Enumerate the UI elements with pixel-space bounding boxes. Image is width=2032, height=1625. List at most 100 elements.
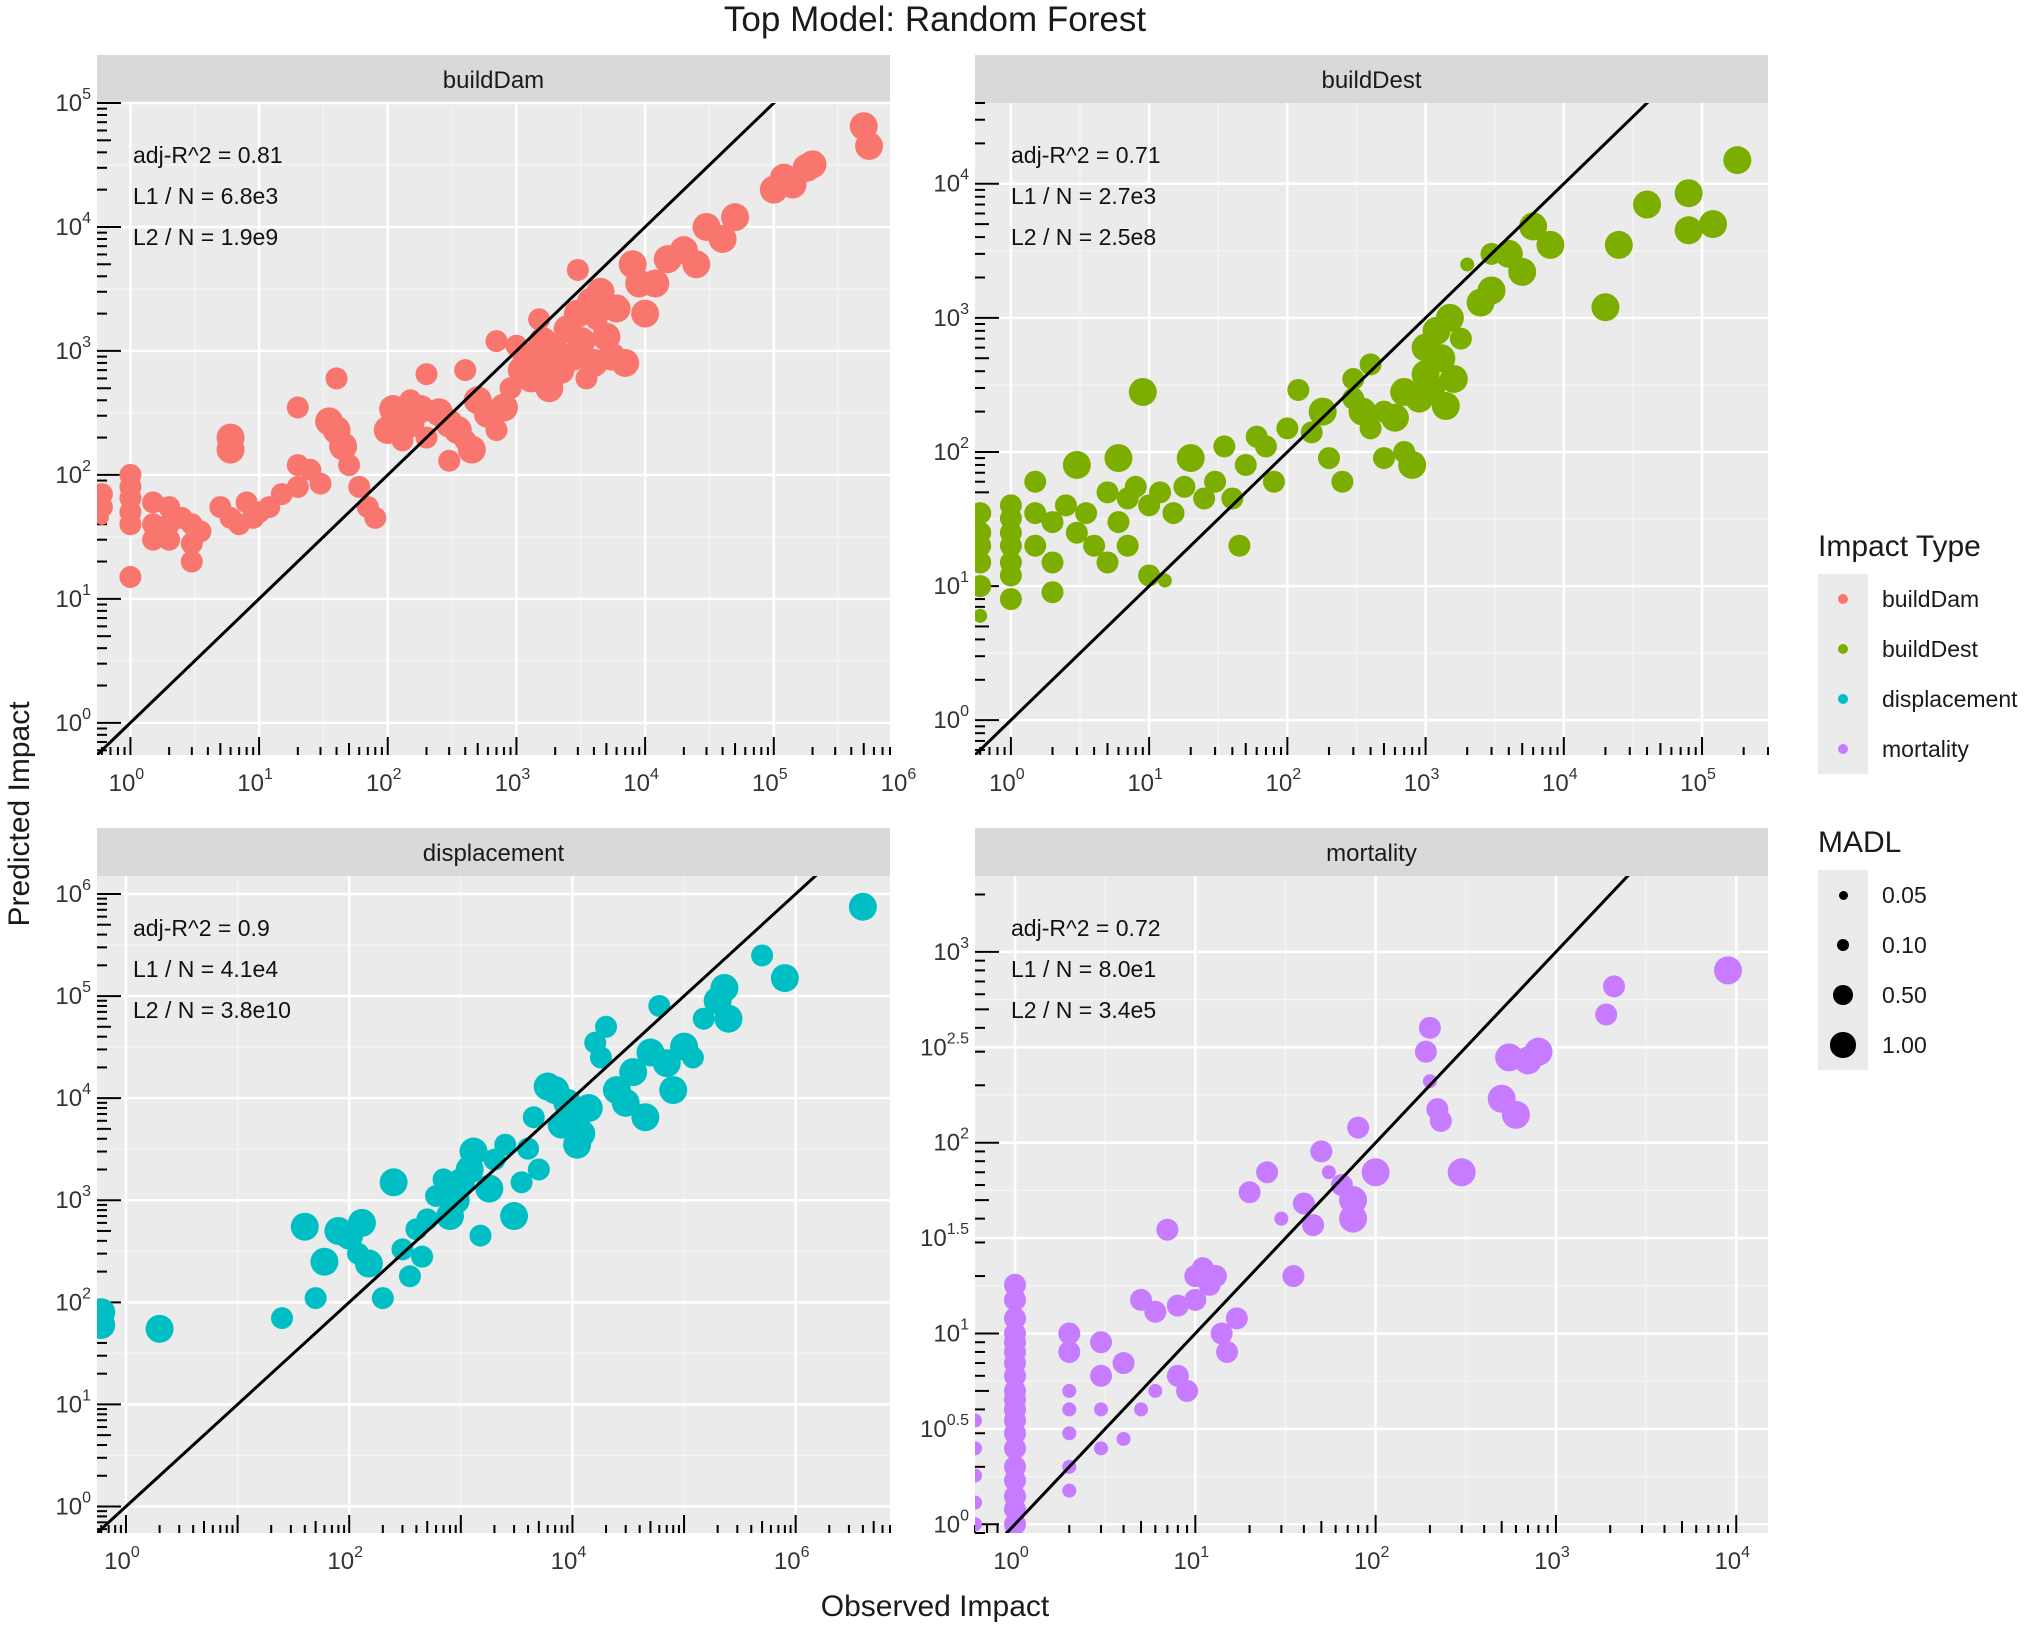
legend-key: [1818, 920, 1868, 970]
tick-exponent: 3: [1430, 766, 1439, 783]
data-point: [1501, 1100, 1530, 1129]
y-tick-label: 101: [933, 1316, 969, 1347]
data-point: [1041, 581, 1064, 604]
y-tick-label: 101: [933, 569, 969, 600]
data-point: [475, 1174, 504, 1203]
data-point: [411, 1245, 434, 1268]
data-point: [1128, 377, 1157, 406]
data-point: [1287, 378, 1310, 401]
size-legend-label: 1.00: [1882, 1031, 1927, 1058]
tick-exponent: 2: [82, 1285, 91, 1302]
tick-exponent: 3: [960, 935, 969, 952]
data-point: [975, 1495, 982, 1510]
y-tick-label: 102: [55, 458, 91, 489]
tick-exponent: 0.5: [947, 1412, 969, 1429]
data-point: [309, 472, 332, 495]
tick-base: 10: [933, 573, 960, 600]
data-point: [1674, 179, 1703, 208]
data-point: [1221, 487, 1244, 510]
data-point: [1524, 1037, 1553, 1066]
x-tick-label: 102: [327, 1544, 363, 1575]
data-point: [631, 299, 660, 328]
data-point: [216, 435, 245, 464]
data-point: [290, 1212, 319, 1241]
data-point: [975, 534, 992, 557]
data-point: [1508, 257, 1537, 286]
x-tick-label: 100: [104, 1544, 140, 1575]
data-point: [329, 432, 358, 461]
tick-exponent: 0: [82, 1489, 91, 1506]
legend-color-swatch: [1838, 644, 1848, 654]
data-point: [721, 203, 750, 232]
data-point: [485, 419, 508, 442]
data-point: [364, 506, 387, 529]
fit-annotation: adj-R^2 = 0.72: [1011, 915, 1161, 941]
data-point: [1104, 444, 1133, 473]
x-log-ticks: [100, 737, 891, 755]
panel-background: [97, 876, 890, 1533]
data-point: [1347, 1116, 1370, 1139]
data-point: [438, 449, 461, 472]
tick-base: 10: [933, 1320, 960, 1347]
tick-exponent: 6: [801, 1544, 810, 1561]
x-tick-label: 106: [881, 766, 917, 797]
data-point: [1075, 502, 1098, 525]
data-point: [631, 1103, 660, 1132]
y-axis-label: Predicted Impact: [3, 701, 36, 927]
size-legend-title: MADL: [1818, 826, 1902, 859]
color-legend-item: buildDest: [1818, 624, 2028, 674]
reference-line: [97, 103, 776, 755]
data-point: [399, 389, 422, 412]
data-point: [975, 1441, 982, 1456]
panel-background: [975, 876, 1768, 1533]
x-tick-label: 102: [1266, 766, 1302, 797]
x-tick-label: 105: [752, 766, 788, 797]
data-point: [1308, 397, 1337, 426]
reference-line: [97, 876, 818, 1533]
data-point: [855, 131, 884, 160]
data-point: [1361, 1158, 1390, 1187]
data-point: [574, 1094, 603, 1123]
x-tick-label: 103: [495, 766, 531, 797]
tick-exponent: 1: [960, 569, 969, 586]
data-layer: [975, 103, 1752, 755]
data-point: [1256, 1161, 1279, 1184]
data-point: [1176, 1379, 1199, 1402]
x-log-ticks: [100, 1515, 891, 1533]
data-point: [1058, 1322, 1081, 1345]
fit-annotation: L2 / N = 3.4e5: [1011, 997, 1156, 1023]
tick-exponent: 3: [82, 334, 91, 351]
data-point: [1698, 210, 1727, 239]
data-point: [714, 1004, 743, 1033]
data-point: [1041, 551, 1064, 574]
color-legend-item: mortality: [1818, 724, 2028, 774]
data-point: [848, 892, 877, 921]
data-point: [416, 1208, 439, 1231]
data-point: [354, 1249, 383, 1278]
x-tick-label: 104: [1714, 1544, 1750, 1575]
data-point: [975, 575, 992, 598]
data-point: [1157, 573, 1172, 588]
y-tick-label: 101: [55, 582, 91, 613]
data-point: [1024, 534, 1047, 557]
data-point: [527, 1158, 550, 1181]
data-point: [710, 973, 739, 1002]
tick-exponent: 0: [1020, 1544, 1029, 1561]
data-point: [619, 1058, 648, 1087]
tick-exponent: 2: [82, 458, 91, 475]
data-point: [1134, 1402, 1149, 1417]
x-tick-label: 101: [1127, 766, 1163, 797]
data-point: [1460, 257, 1475, 272]
tick-base: 10: [366, 770, 393, 797]
data-point: [459, 1137, 488, 1166]
data-point: [1116, 534, 1139, 557]
tick-base: 10: [237, 770, 264, 797]
data-point: [1431, 392, 1460, 421]
data-point: [119, 566, 142, 589]
data-point: [975, 608, 988, 623]
y-tick-label: 103: [55, 1183, 91, 1214]
reference-line: [1004, 876, 1630, 1533]
data-point: [1149, 481, 1172, 504]
